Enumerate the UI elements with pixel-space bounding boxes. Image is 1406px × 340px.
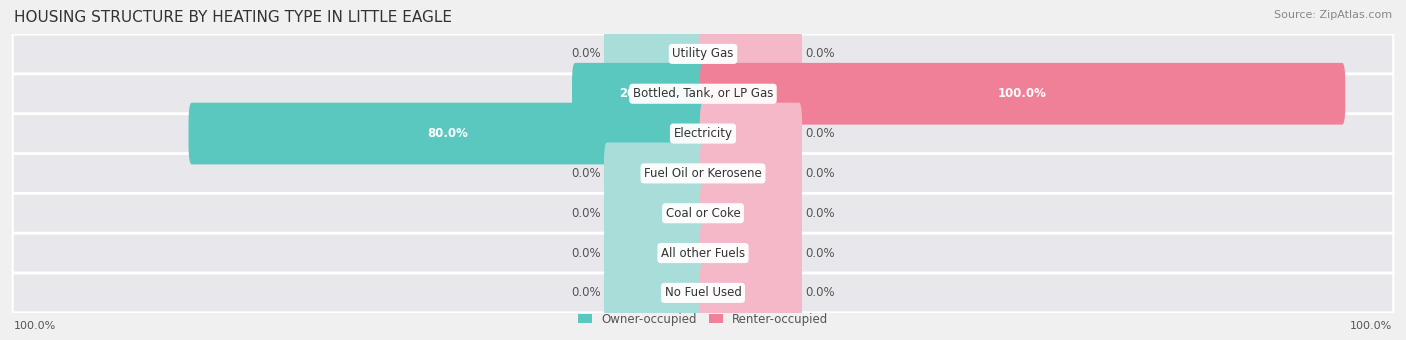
FancyBboxPatch shape [700, 262, 801, 324]
FancyBboxPatch shape [605, 222, 706, 284]
FancyBboxPatch shape [13, 234, 1393, 273]
Text: All other Fuels: All other Fuels [661, 246, 745, 259]
Text: Bottled, Tank, or LP Gas: Bottled, Tank, or LP Gas [633, 87, 773, 100]
Text: 0.0%: 0.0% [571, 286, 600, 300]
FancyBboxPatch shape [13, 194, 1393, 233]
FancyBboxPatch shape [700, 222, 801, 284]
FancyBboxPatch shape [13, 273, 1393, 312]
FancyBboxPatch shape [700, 63, 1346, 125]
FancyBboxPatch shape [605, 23, 706, 85]
Text: No Fuel Used: No Fuel Used [665, 286, 741, 300]
Text: Coal or Coke: Coal or Coke [665, 207, 741, 220]
Text: 0.0%: 0.0% [571, 167, 600, 180]
FancyBboxPatch shape [605, 142, 706, 204]
Text: 0.0%: 0.0% [806, 47, 835, 61]
Text: Electricity: Electricity [673, 127, 733, 140]
Text: 0.0%: 0.0% [806, 167, 835, 180]
Text: 0.0%: 0.0% [806, 286, 835, 300]
FancyBboxPatch shape [13, 34, 1393, 73]
FancyBboxPatch shape [13, 74, 1393, 113]
FancyBboxPatch shape [605, 262, 706, 324]
Text: 0.0%: 0.0% [806, 207, 835, 220]
Text: 0.0%: 0.0% [806, 246, 835, 259]
Text: Source: ZipAtlas.com: Source: ZipAtlas.com [1274, 10, 1392, 20]
FancyBboxPatch shape [700, 182, 801, 244]
Text: Utility Gas: Utility Gas [672, 47, 734, 61]
Text: 80.0%: 80.0% [427, 127, 468, 140]
Text: 0.0%: 0.0% [571, 47, 600, 61]
FancyBboxPatch shape [605, 182, 706, 244]
Text: 0.0%: 0.0% [571, 246, 600, 259]
Text: 0.0%: 0.0% [571, 207, 600, 220]
Text: Fuel Oil or Kerosene: Fuel Oil or Kerosene [644, 167, 762, 180]
FancyBboxPatch shape [700, 103, 801, 165]
Text: 100.0%: 100.0% [1350, 321, 1392, 332]
FancyBboxPatch shape [188, 103, 706, 165]
FancyBboxPatch shape [13, 114, 1393, 153]
Text: 0.0%: 0.0% [806, 127, 835, 140]
Text: 100.0%: 100.0% [14, 321, 56, 332]
FancyBboxPatch shape [572, 63, 706, 125]
Text: HOUSING STRUCTURE BY HEATING TYPE IN LITTLE EAGLE: HOUSING STRUCTURE BY HEATING TYPE IN LIT… [14, 10, 453, 25]
Text: 100.0%: 100.0% [998, 87, 1047, 100]
FancyBboxPatch shape [700, 142, 801, 204]
FancyBboxPatch shape [700, 23, 801, 85]
Legend: Owner-occupied, Renter-occupied: Owner-occupied, Renter-occupied [572, 308, 834, 331]
Text: 20.0%: 20.0% [619, 87, 659, 100]
FancyBboxPatch shape [13, 154, 1393, 193]
